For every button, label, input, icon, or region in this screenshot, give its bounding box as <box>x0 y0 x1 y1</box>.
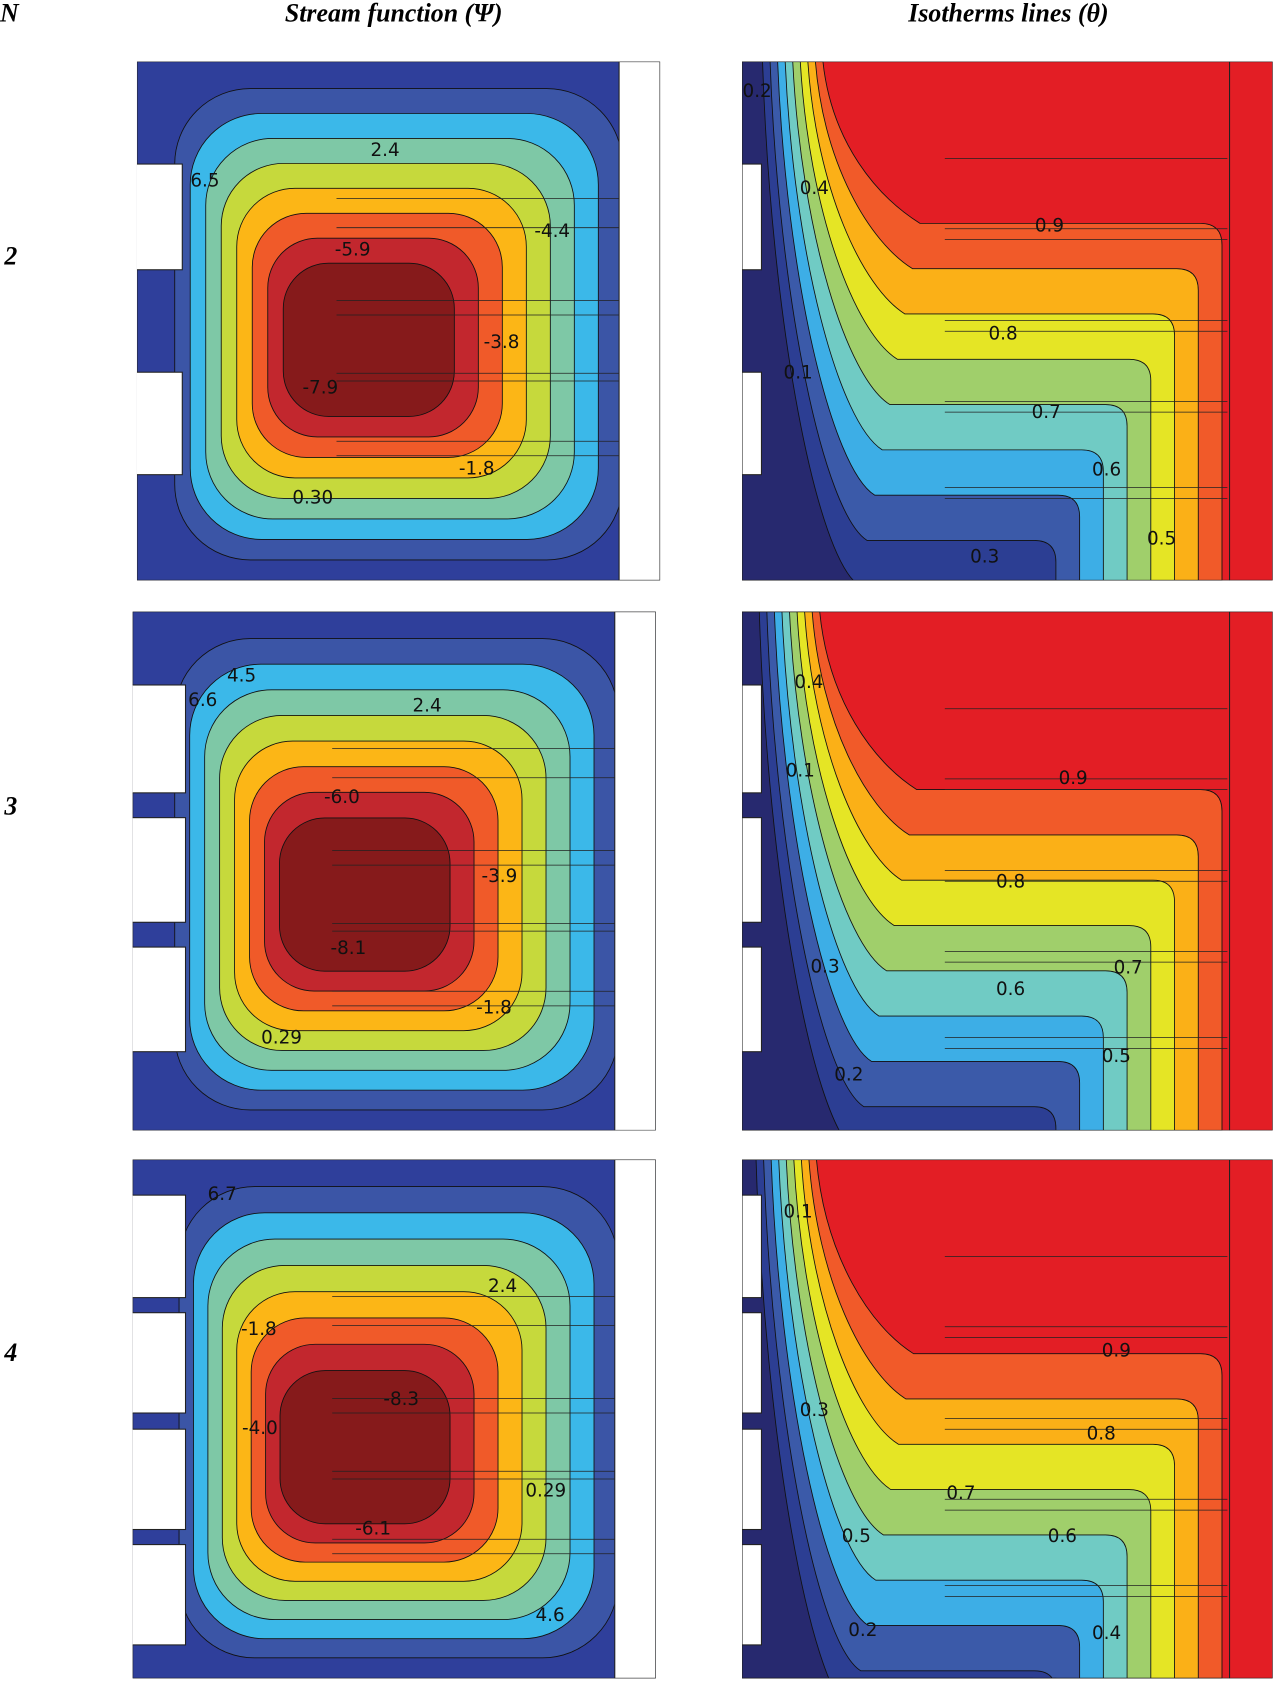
contour-label: 0.6 <box>1048 1526 1077 1547</box>
contour-label: 0.5 <box>1147 528 1176 549</box>
contour-label: -1.8 <box>459 458 495 479</box>
fin-gap <box>742 163 762 271</box>
contour-label: 6.7 <box>208 1184 237 1205</box>
contour-label: 6.5 <box>190 170 219 191</box>
isotherm-band <box>742 61 1033 581</box>
fin-gap <box>742 684 762 794</box>
isotherm-band <box>742 61 1081 581</box>
fin-gap <box>742 946 762 1053</box>
contour-label: 0.6 <box>1092 459 1121 480</box>
contour-label: -3.9 <box>481 866 517 887</box>
contour-label: 0.4 <box>800 178 829 199</box>
fin-gap <box>742 1312 762 1414</box>
contour-label: 0.4 <box>794 672 823 693</box>
contour-label: -5.9 <box>335 239 371 260</box>
contour-label: 0.29 <box>525 1481 566 1502</box>
contour-label: 0.6 <box>996 979 1025 1000</box>
contour-label: -4.4 <box>534 221 570 242</box>
contour-label: 0.8 <box>988 323 1017 344</box>
contour-label: 0.8 <box>996 871 1025 892</box>
fin-gap <box>742 1194 762 1299</box>
contour-label: 0.30 <box>292 487 333 508</box>
isotherm-panel: 0.1 0.9 0.3 0.8 0.7 0.5 0.6 0.2 0.4 <box>742 1159 1273 1679</box>
contour-band <box>282 262 455 417</box>
fin-gap <box>132 946 187 1053</box>
contour-label: 2.4 <box>413 696 442 717</box>
contour-label: 0.2 <box>743 81 772 102</box>
isotherm-band <box>742 1159 1104 1679</box>
fin-gap <box>136 163 183 271</box>
contour-label: 0.3 <box>800 1400 829 1421</box>
contour-label: 0.1 <box>784 362 813 383</box>
contour-band <box>279 817 451 972</box>
right-strip <box>618 61 661 581</box>
contour-label: 4.6 <box>535 1605 564 1626</box>
contour-label: 0.7 <box>946 1483 975 1504</box>
right-strip <box>614 611 656 1131</box>
contour-label: 0.8 <box>1087 1424 1116 1445</box>
contour-label: 0.5 <box>1102 1046 1131 1067</box>
isotherm-panel: 0.2 0.4 0.9 0.8 0.1 0.7 0.6 0.5 0.3 <box>742 61 1273 581</box>
fin-gap <box>742 371 762 476</box>
contour-label: 4.5 <box>227 665 256 686</box>
stream-title: Stream function (Ψ) <box>285 0 503 28</box>
contour-label: 0.4 <box>1092 1623 1121 1644</box>
contour-label: 0.3 <box>970 547 999 568</box>
contour-label: -8.1 <box>330 938 366 959</box>
isotherm-band <box>742 611 1081 1131</box>
isotherm-band <box>742 611 1033 1131</box>
contour-label: 0.29 <box>261 1028 302 1049</box>
contour-label: -1.8 <box>476 998 512 1019</box>
contour-label: 0.3 <box>811 957 840 978</box>
row-label: 4 <box>3 1338 17 1367</box>
isotherm-title: Isotherms lines (θ) <box>907 0 1108 28</box>
contour-label: 0.1 <box>784 1201 813 1222</box>
fin-gap <box>132 1194 187 1299</box>
fin-gap <box>742 1428 762 1531</box>
contour-label: -6.1 <box>355 1518 391 1539</box>
isotherm-band <box>742 61 1057 581</box>
n-header: N <box>0 0 20 28</box>
contour-label: -6.0 <box>324 787 360 808</box>
contour-label: -4.0 <box>242 1418 278 1439</box>
contour-label: -7.9 <box>302 377 338 398</box>
fin-gap <box>132 1428 187 1531</box>
contour-label: 0.9 <box>1102 1341 1131 1362</box>
contour-label: 0.7 <box>1032 402 1061 423</box>
fin-gap <box>132 1312 187 1414</box>
contour-label: -1.8 <box>241 1319 277 1340</box>
contour-label: 0.2 <box>834 1064 863 1085</box>
contour-label: -8.3 <box>383 1389 419 1410</box>
contour-label: 0.2 <box>848 1620 877 1641</box>
contour-label: 0.5 <box>842 1526 871 1547</box>
fin-gap <box>742 817 762 923</box>
contour-label: -3.8 <box>484 332 520 353</box>
right-strip <box>614 1159 656 1679</box>
stream-panel: 4.5 6.6 2.4 -6.0 -3.9 -8.1 -1.8 0.29 <box>132 611 656 1131</box>
isotherm-panel: 0.4 0.1 0.9 0.8 0.3 0.7 0.6 0.5 0.2 <box>742 611 1273 1131</box>
contour-label: 0.9 <box>1059 768 1088 789</box>
fin-gap <box>132 684 187 794</box>
isotherm-band <box>742 1159 1033 1679</box>
contour-label: 0.7 <box>1114 958 1143 979</box>
contour-label: 0.1 <box>786 760 815 781</box>
fin-gap <box>742 1544 762 1646</box>
fin-gap <box>136 371 183 476</box>
row-label: 3 <box>3 791 17 820</box>
stream-panel: 2.4 6.5 -4.4 -5.9 -3.8 -7.9 -1.8 0.30 <box>136 61 661 581</box>
contour-band <box>279 1370 451 1525</box>
stream-panel: 6.7 2.4 -1.8 -8.3 -4.0 0.29 -6.1 4.6 <box>132 1159 656 1679</box>
isotherm-band <box>742 1159 1081 1679</box>
contour-label: 6.6 <box>188 690 217 711</box>
contour-label: 0.9 <box>1035 216 1064 237</box>
fin-gap <box>132 1544 187 1646</box>
fin-gap <box>132 817 187 923</box>
contour-label: 2.4 <box>370 140 399 161</box>
row-label: 2 <box>3 241 17 270</box>
contour-label: 2.4 <box>488 1276 517 1297</box>
